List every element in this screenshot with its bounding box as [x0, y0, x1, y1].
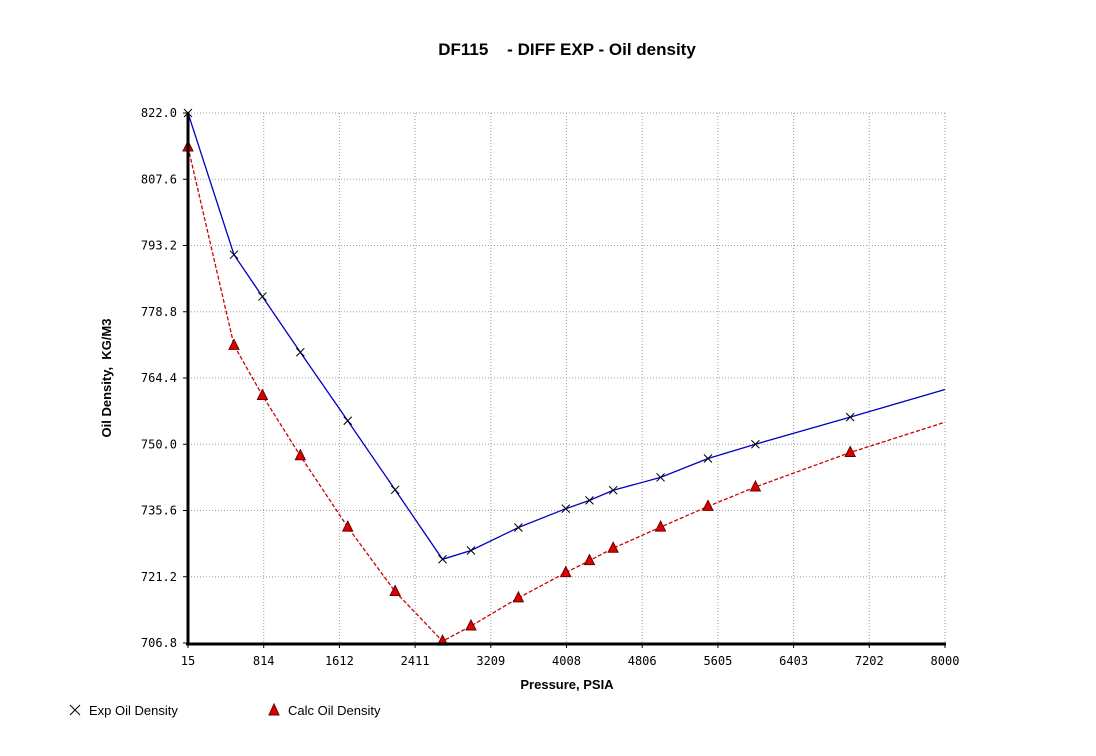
calc-oil-density-point	[465, 618, 477, 631]
calc-oil-density-point	[749, 479, 762, 492]
x-tick-label: 6403	[779, 654, 808, 668]
exp-oil-density-point	[751, 439, 760, 449]
x-marker-icon	[703, 454, 713, 463]
x-marker-icon	[845, 412, 855, 422]
exp-oil-density-point	[438, 554, 447, 564]
calc-oil-density-point	[559, 565, 572, 578]
y-tick-label: 822.0	[141, 106, 177, 120]
x-marker-icon	[608, 485, 618, 495]
x-marker-icon	[751, 439, 760, 449]
x-tick-label: 2411	[401, 654, 430, 668]
x-tick-label: 4806	[628, 654, 657, 668]
exp-oil-density-point	[561, 504, 571, 514]
calc-oil-density-point	[256, 388, 269, 400]
exp-oil-density-point	[608, 485, 618, 495]
calc-oil-density-point	[228, 338, 240, 350]
exp-oil-density-point	[390, 485, 400, 495]
y-tick-label: 764.4	[141, 371, 177, 385]
calc-oil-density-point	[341, 519, 354, 532]
x-tick-label: 1612	[325, 654, 354, 668]
exp-oil-density-point	[295, 347, 305, 357]
x-tick-label: 5605	[703, 654, 732, 668]
calc-oil-density-point	[389, 584, 401, 596]
exp-oil-density-point	[343, 416, 353, 426]
legend-label-exp: Exp Oil Density	[89, 703, 178, 718]
calc-oil-density-point	[702, 499, 714, 511]
chart-title: DF115 - DIFF EXP - Oil density	[438, 40, 696, 59]
x-marker-icon	[466, 546, 476, 555]
x-tick-label: 15	[181, 654, 195, 668]
exp-oil-density-point	[466, 546, 476, 555]
exp-oil-density-point	[845, 412, 855, 422]
x-marker-icon	[343, 416, 353, 426]
y-tick-label: 706.8	[141, 636, 177, 650]
y-tick-label: 793.2	[141, 239, 177, 253]
legend-marker-calc-icon	[268, 702, 280, 716]
calc-oil-density-point	[654, 519, 667, 532]
x-marker-icon	[295, 347, 305, 357]
legend-label-calc: Calc Oil Density	[288, 703, 381, 718]
y-tick-label: 721.2	[141, 570, 177, 584]
legend-marker-exp-icon	[69, 704, 81, 716]
x-marker-icon	[656, 473, 665, 482]
x-marker-icon	[229, 250, 239, 260]
x-marker-icon	[561, 504, 571, 514]
x-tick-label: 7202	[855, 654, 884, 668]
y-tick-label: 750.0	[141, 437, 177, 451]
exp-oil-density-point	[703, 454, 713, 463]
exp-oil-density-point	[585, 496, 594, 505]
exp-oil-density-point	[229, 250, 239, 260]
x-marker-icon	[514, 523, 523, 532]
exp-oil-density-point	[258, 292, 267, 301]
x-marker-icon	[390, 485, 400, 495]
y-tick-label: 735.6	[141, 504, 177, 518]
x-tick-label: 3209	[476, 654, 505, 668]
x-marker-icon	[585, 496, 594, 505]
calc-oil-density-point	[583, 553, 596, 566]
exp-oil-density-point	[514, 523, 523, 532]
exp-oil-density-point	[656, 473, 665, 482]
x-tick-label: 8000	[931, 654, 960, 668]
legend: Exp Oil Density Calc Oil Density	[69, 702, 381, 718]
y-axis-label: Oil Density, KG/M3	[99, 319, 114, 438]
calc-oil-density-point	[294, 448, 307, 461]
calc-oil-density-point	[607, 541, 619, 553]
series-layer	[182, 108, 946, 646]
y-tick-label: 778.8	[141, 305, 177, 319]
calc-oil-density-point	[844, 445, 857, 458]
y-tick-label: 807.6	[141, 172, 177, 186]
x-marker-icon	[438, 554, 447, 564]
calc-oil-density-point	[512, 590, 525, 603]
x-axis-ticks: 15 814 1612 2411 3209 4008 4806 5605 6403 7202 800…	[181, 643, 960, 668]
y-axis-ticks: 822.0 807.6 793.2 778.8 764.4 750.0 735.6 721.2…	[141, 106, 188, 650]
x-marker-icon	[258, 292, 267, 301]
x-axis-label: Pressure, PSIA	[520, 677, 614, 692]
x-tick-label: 814	[253, 654, 275, 668]
grid	[188, 112, 946, 643]
x-tick-label: 4008	[552, 654, 581, 668]
